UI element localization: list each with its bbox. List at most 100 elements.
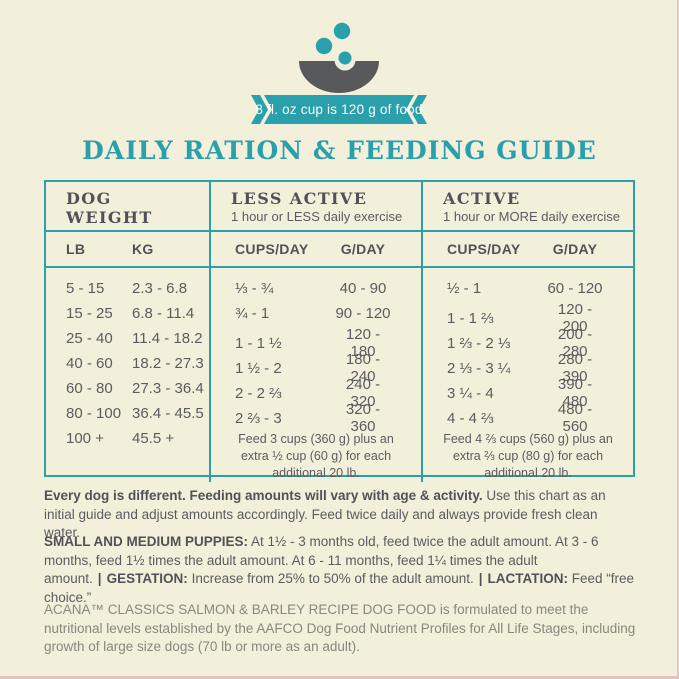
table-row: 15 - 25 6.8 - 11.4 bbox=[46, 301, 209, 326]
active-column: ACTIVE 1 hour or MORE daily exercise CUP… bbox=[421, 182, 633, 482]
kg-value: 45.5 + bbox=[132, 430, 175, 447]
kibble-bowl-icon bbox=[298, 22, 379, 93]
gday-value: 120 - 180 bbox=[345, 326, 381, 360]
gday-value: 60 - 120 bbox=[547, 280, 603, 297]
gday-column-header: G/DAY bbox=[340, 241, 386, 257]
gday-value: 320 - 360 bbox=[345, 401, 381, 435]
cups-column-header: CUPS/DAY bbox=[447, 241, 521, 257]
gestation-text: Increase from 25% to 50% of the adult am… bbox=[187, 571, 474, 587]
table-row: 1 - 1 ½ 120 - 180 bbox=[211, 326, 421, 360]
cups-value: 1 ⅔ - 2 ⅓ bbox=[447, 334, 511, 352]
gday-value: 120 - 200 bbox=[557, 301, 593, 335]
cups-value: 4 - 4 ⅔ bbox=[447, 409, 494, 427]
kg-value: 18.2 - 27.3 bbox=[132, 355, 204, 372]
puppies-label: SMALL AND MEDIUM PUPPIES: bbox=[44, 534, 249, 549]
gday-value: 40 - 90 bbox=[339, 280, 387, 297]
feeding-table: DOG WEIGHT LB KG 5 - 15 2.3 - 6.8 15 - 25… bbox=[44, 180, 635, 482]
general-feeding-note: Every dog is different. Feeding amounts … bbox=[44, 487, 636, 543]
less-active-body: ⅓ - ¾ 40 - 90 ¾ - 1 90 - 120 1 - 1 ½ 120 - … bbox=[211, 268, 421, 482]
lb-value: 60 - 80 bbox=[66, 380, 113, 397]
general-note-bold: Every dog is different. Feeding amounts … bbox=[44, 488, 483, 503]
less-active-subtitle: 1 hour or LESS daily exercise bbox=[231, 209, 403, 225]
cups-column-header: CUPS/DAY bbox=[235, 241, 309, 257]
table-row: 4 - 4 ⅔ 480 - 560 bbox=[423, 401, 633, 435]
note-separator: | bbox=[478, 571, 483, 587]
table-row: 2 - 2 ⅔ 240 - 320 bbox=[211, 376, 421, 410]
cups-value: 2 ⅔ - 3 bbox=[235, 409, 282, 427]
cups-value: ½ - 1 bbox=[447, 280, 482, 297]
table-row: ¾ - 1 90 - 120 bbox=[211, 301, 421, 326]
lb-column-header: LB bbox=[66, 241, 86, 257]
cups-value: 1 - 1 ½ bbox=[235, 334, 282, 352]
table-row: 60 - 80 27.3 - 36.4 bbox=[46, 376, 209, 401]
dog-weight-header: DOG WEIGHT bbox=[66, 189, 153, 228]
lb-value: 80 - 100 bbox=[66, 405, 122, 422]
active-subtitle: 1 hour or MORE daily exercise bbox=[443, 209, 621, 225]
dog-weight-header-cell: DOG WEIGHT bbox=[46, 182, 209, 232]
page-title: DAILY RATION & FEEDING GUIDE bbox=[82, 136, 597, 165]
table-row: 1 ½ - 2 180 - 240 bbox=[211, 351, 421, 385]
cups-value: 1 - 1 ⅔ bbox=[447, 309, 494, 327]
aafco-statement: ACANA™ CLASSICS SALMON & BARLEY RECIPE D… bbox=[44, 602, 636, 655]
cups-value: 1 ½ - 2 bbox=[235, 359, 282, 377]
table-row: 2 ⅔ - 3 320 - 360 bbox=[211, 401, 421, 435]
cups-value: ¾ - 1 bbox=[235, 305, 270, 322]
lb-value: 40 - 60 bbox=[66, 355, 113, 372]
active-body: ½ - 1 60 - 120 1 - 1 ⅔ 120 - 200 1 ⅔ - 2 ⅓… bbox=[423, 268, 633, 482]
table-row: 40 - 60 18.2 - 27.3 bbox=[46, 351, 209, 376]
kg-value: 6.8 - 11.4 bbox=[132, 305, 195, 322]
kg-value: 11.4 - 18.2 bbox=[132, 330, 203, 347]
general-note-rest: Use this chart as an initial guide and a… bbox=[44, 488, 606, 541]
table-row: 25 - 40 11.4 - 18.2 bbox=[46, 326, 209, 351]
puppies-text: At 1½ - 3 months old, feed twice the adu… bbox=[44, 534, 599, 587]
puppies-feeding-note: SMALL AND MEDIUM PUPPIES: At 1½ - 3 mont… bbox=[44, 533, 636, 608]
lb-value: 15 - 25 bbox=[66, 305, 113, 322]
dog-weight-column: DOG WEIGHT LB KG 5 - 15 2.3 - 6.8 15 - 25… bbox=[46, 182, 209, 482]
lb-value: 100 + bbox=[66, 430, 104, 447]
table-row: 1 - 1 ⅔ 120 - 200 bbox=[423, 301, 633, 335]
gestation-label: GESTATION: bbox=[106, 571, 188, 587]
table-row: 5 - 15 2.3 - 6.8 bbox=[46, 276, 209, 301]
bottom-edge-divider bbox=[0, 676, 679, 679]
lactation-label: LACTATION: bbox=[487, 571, 568, 587]
less-active-extra-note: Feed 3 cups (360 g) plus an extra ½ cup … bbox=[238, 432, 394, 480]
table-row: 3 ¼ - 4 390 - 480 bbox=[423, 376, 633, 410]
lb-value: 5 - 15 bbox=[66, 280, 105, 297]
active-header-cell: ACTIVE 1 hour or MORE daily exercise bbox=[423, 182, 633, 232]
gday-value: 180 - 240 bbox=[345, 351, 381, 385]
kg-value: 27.3 - 36.4 bbox=[132, 380, 204, 397]
cups-value: 3 ¼ - 4 bbox=[447, 384, 494, 402]
dog-weight-body: 5 - 15 2.3 - 6.8 15 - 25 6.8 - 11.4 25 - 4… bbox=[46, 268, 209, 482]
kg-column-header: KG bbox=[132, 241, 154, 257]
active-header: ACTIVE bbox=[443, 189, 521, 208]
table-row: 2 ⅓ - 3 ¼ 280 - 390 bbox=[423, 351, 633, 385]
gday-value: 200 - 280 bbox=[557, 326, 593, 360]
table-row: ⅓ - ¾ 40 - 90 bbox=[211, 276, 421, 301]
gday-value: 280 - 390 bbox=[557, 351, 593, 385]
gday-value: 240 - 320 bbox=[345, 376, 381, 410]
cups-value: ⅓ - ¾ bbox=[235, 280, 274, 297]
measurement-ribbon: 8 fl. oz cup is 120 g of food bbox=[251, 95, 427, 124]
gday-column-header: G/DAY bbox=[552, 241, 598, 257]
cups-value: 2 - 2 ⅔ bbox=[235, 384, 282, 402]
ribbon-label: 8 fl. oz cup is 120 g of food bbox=[255, 102, 423, 117]
active-subheader: CUPS/DAY G/DAY bbox=[423, 232, 633, 268]
less-active-column: LESS ACTIVE 1 hour or LESS daily exercis… bbox=[209, 182, 421, 482]
lactation-text: Feed “free choice.” bbox=[44, 571, 635, 605]
table-row: 100 + 45.5 + bbox=[46, 426, 209, 451]
kg-value: 36.4 - 45.5 bbox=[132, 405, 204, 422]
table-row: 80 - 100 36.4 - 45.5 bbox=[46, 401, 209, 426]
less-active-header: LESS ACTIVE bbox=[231, 189, 368, 208]
ribbon-banner-shape bbox=[251, 95, 427, 124]
less-active-subheader: CUPS/DAY G/DAY bbox=[211, 232, 421, 268]
table-row: 1 ⅔ - 2 ⅓ 200 - 280 bbox=[423, 326, 633, 360]
right-edge-divider bbox=[677, 0, 679, 679]
active-extra-note: Feed 4 ⅔ cups (560 g) plus an extra ⅔ cu… bbox=[443, 432, 613, 480]
gday-value: 480 - 560 bbox=[557, 401, 593, 435]
cups-value: 2 ⅓ - 3 ¼ bbox=[447, 359, 511, 377]
kg-value: 2.3 - 6.8 bbox=[132, 280, 188, 297]
kibble-bowl-graphic bbox=[0, 22, 679, 96]
gday-value: 90 - 120 bbox=[335, 305, 391, 322]
gday-value: 390 - 480 bbox=[557, 376, 593, 410]
